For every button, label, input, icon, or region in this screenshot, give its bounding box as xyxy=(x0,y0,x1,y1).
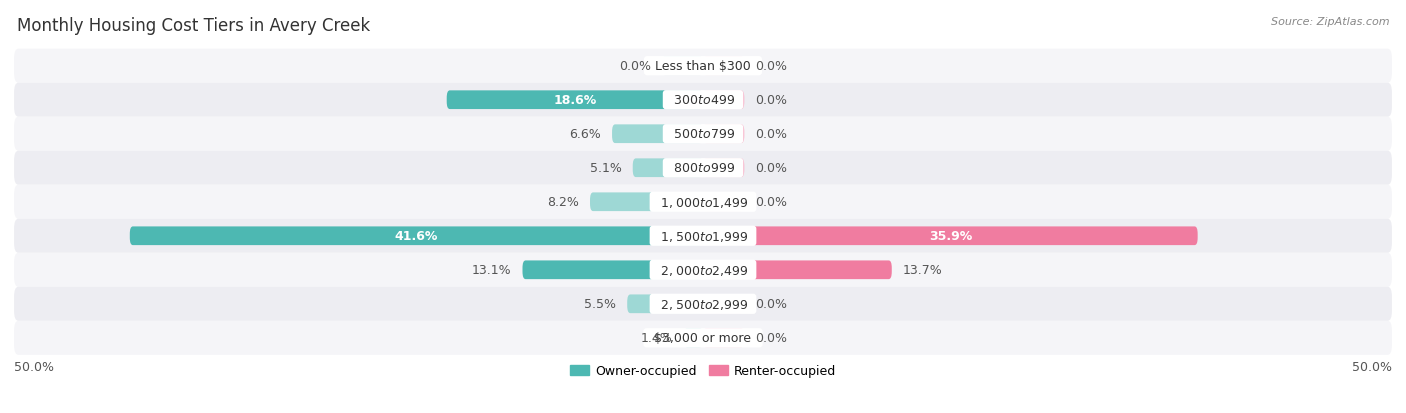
Text: 0.0%: 0.0% xyxy=(755,128,787,141)
FancyBboxPatch shape xyxy=(14,83,1392,117)
FancyBboxPatch shape xyxy=(662,57,703,76)
Text: 0.0%: 0.0% xyxy=(755,196,787,209)
FancyBboxPatch shape xyxy=(14,50,1392,83)
FancyBboxPatch shape xyxy=(703,295,744,313)
Text: 0.0%: 0.0% xyxy=(755,298,787,311)
Text: 0.0%: 0.0% xyxy=(755,162,787,175)
FancyBboxPatch shape xyxy=(14,185,1392,219)
FancyBboxPatch shape xyxy=(14,287,1392,321)
FancyBboxPatch shape xyxy=(447,91,703,110)
FancyBboxPatch shape xyxy=(703,329,744,347)
FancyBboxPatch shape xyxy=(683,329,703,347)
Text: Source: ZipAtlas.com: Source: ZipAtlas.com xyxy=(1271,17,1389,26)
FancyBboxPatch shape xyxy=(523,261,703,280)
FancyBboxPatch shape xyxy=(612,125,703,144)
FancyBboxPatch shape xyxy=(14,321,1392,355)
FancyBboxPatch shape xyxy=(129,227,703,245)
Text: 0.0%: 0.0% xyxy=(755,332,787,344)
Text: $2,000 to $2,499: $2,000 to $2,499 xyxy=(652,263,754,277)
FancyBboxPatch shape xyxy=(703,57,744,76)
Text: 13.1%: 13.1% xyxy=(472,263,512,277)
FancyBboxPatch shape xyxy=(14,219,1392,253)
FancyBboxPatch shape xyxy=(14,151,1392,185)
FancyBboxPatch shape xyxy=(703,91,744,110)
Text: Less than $300: Less than $300 xyxy=(647,60,759,73)
Text: 0.0%: 0.0% xyxy=(619,60,651,73)
Text: $500 to $799: $500 to $799 xyxy=(666,128,740,141)
Text: $2,500 to $2,999: $2,500 to $2,999 xyxy=(652,297,754,311)
Text: Monthly Housing Cost Tiers in Avery Creek: Monthly Housing Cost Tiers in Avery Cree… xyxy=(17,17,370,34)
Text: 5.1%: 5.1% xyxy=(591,162,621,175)
Text: 18.6%: 18.6% xyxy=(553,94,596,107)
FancyBboxPatch shape xyxy=(703,125,744,144)
Legend: Owner-occupied, Renter-occupied: Owner-occupied, Renter-occupied xyxy=(565,359,841,382)
FancyBboxPatch shape xyxy=(703,159,744,178)
Text: $1,000 to $1,499: $1,000 to $1,499 xyxy=(652,195,754,209)
Text: 13.7%: 13.7% xyxy=(903,263,942,277)
Text: $3,000 or more: $3,000 or more xyxy=(647,332,759,344)
Text: $1,500 to $1,999: $1,500 to $1,999 xyxy=(652,229,754,243)
Text: 5.5%: 5.5% xyxy=(585,298,616,311)
FancyBboxPatch shape xyxy=(703,261,891,280)
Text: 6.6%: 6.6% xyxy=(569,128,600,141)
Text: 50.0%: 50.0% xyxy=(1353,360,1392,373)
Text: 1.4%: 1.4% xyxy=(641,332,672,344)
Text: 0.0%: 0.0% xyxy=(755,60,787,73)
FancyBboxPatch shape xyxy=(14,117,1392,151)
FancyBboxPatch shape xyxy=(703,227,1198,245)
Text: 50.0%: 50.0% xyxy=(14,360,53,373)
FancyBboxPatch shape xyxy=(14,253,1392,287)
Text: 8.2%: 8.2% xyxy=(547,196,579,209)
Text: $800 to $999: $800 to $999 xyxy=(666,162,740,175)
Text: 35.9%: 35.9% xyxy=(929,230,972,243)
Text: 41.6%: 41.6% xyxy=(395,230,439,243)
Text: 0.0%: 0.0% xyxy=(755,94,787,107)
FancyBboxPatch shape xyxy=(703,193,744,211)
FancyBboxPatch shape xyxy=(633,159,703,178)
FancyBboxPatch shape xyxy=(627,295,703,313)
Text: $300 to $499: $300 to $499 xyxy=(666,94,740,107)
FancyBboxPatch shape xyxy=(591,193,703,211)
